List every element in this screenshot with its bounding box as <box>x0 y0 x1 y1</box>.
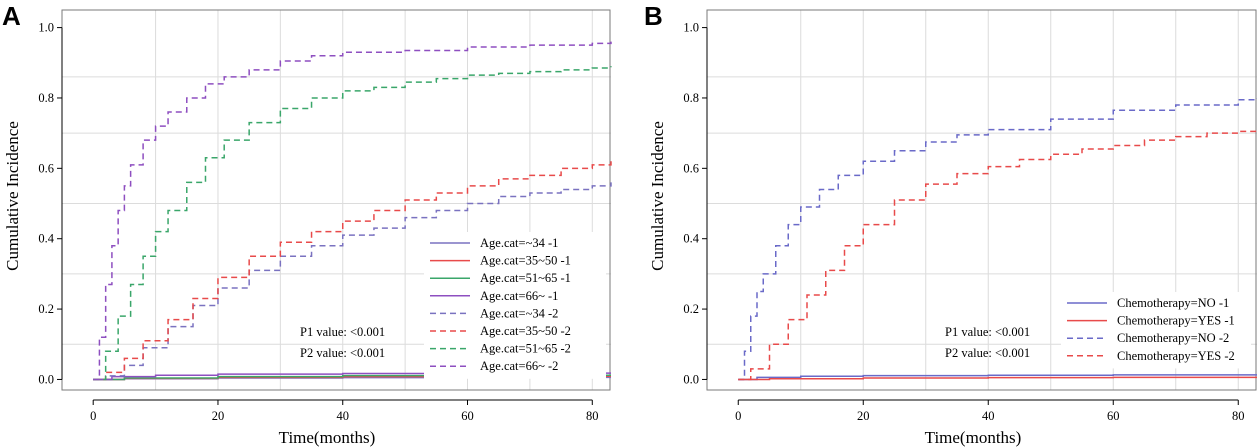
legend-label-5: Age.cat=35~50 -2 <box>480 324 571 338</box>
y-tick-label: 1.0 <box>683 21 699 35</box>
legend-label-0: Chemotherapy=NO -1 <box>1117 296 1229 310</box>
y-tick-label: 0.2 <box>683 302 699 316</box>
x-tick-label: 40 <box>336 409 349 423</box>
panel-b-legend: Chemotherapy=NO -1 Chemotherapy=YES -1 Che… <box>1067 296 1235 363</box>
y-tick-label: 1.0 <box>38 21 54 35</box>
panel-b-p1-value: P1 value: <0.001 <box>945 325 1030 339</box>
y-tick-label: 0.0 <box>683 372 699 386</box>
legend-label-1: Age.cat=35~50 -1 <box>480 254 571 268</box>
x-tick-label: 60 <box>461 409 474 423</box>
y-tick-label: 0.8 <box>38 91 54 105</box>
panel-b-curves <box>738 97 1257 381</box>
y-tick-label: 0.6 <box>38 161 54 175</box>
x-tick-label: 60 <box>1107 409 1120 423</box>
legend-label-7: Age.cat=66~ -2 <box>480 359 558 373</box>
legend-label-3: Age.cat=66~ -1 <box>480 289 558 303</box>
x-tick-label: 40 <box>982 409 995 423</box>
x-tick-label: 0 <box>90 409 96 423</box>
panel-b-ylabel: Cumulative Incidence <box>648 121 667 271</box>
series-line-6 <box>93 66 612 381</box>
panel-a-ylabel: Cumulative Incidence <box>3 121 22 271</box>
series-line-2 <box>738 97 1257 381</box>
x-tick-label: 20 <box>212 409 225 423</box>
legend-label-1: Chemotherapy=YES -1 <box>1117 314 1235 328</box>
legend-label-3: Chemotherapy=YES -2 <box>1117 349 1235 363</box>
panel-a: A 0.0 0.2 0.4 0.6 0.8 1.0 0 20 40 60 80 Age.cat=~3… <box>2 1 612 447</box>
x-tick-label: 80 <box>1232 409 1245 423</box>
y-tick-label: 0.8 <box>683 91 699 105</box>
legend-label-2: Chemotherapy=NO -2 <box>1117 331 1229 345</box>
x-tick-label: 20 <box>857 409 870 423</box>
series-line-3 <box>738 129 1257 381</box>
series-line-4 <box>93 182 612 381</box>
y-tick-label: 0.4 <box>683 232 699 246</box>
panel-b: B 0.0 0.2 0.4 0.6 0.8 1.0 0 20 40 60 80 Chemothera… <box>644 1 1257 447</box>
panel-b-xlabel: Time(months) <box>925 428 1022 447</box>
legend-label-2: Age.cat=51~65 -1 <box>480 271 571 285</box>
panel-b-p2-value: P2 value: <0.001 <box>945 346 1030 360</box>
y-tick-label: 0.4 <box>38 232 54 246</box>
legend-label-4: Age.cat=~34 -2 <box>480 306 558 320</box>
y-tick-label: 0.2 <box>38 302 54 316</box>
x-tick-label: 0 <box>735 409 741 423</box>
panel-b-ticks: 0.0 0.2 0.4 0.6 0.8 1.0 0 20 40 60 80 <box>683 21 1244 423</box>
y-tick-label: 0.6 <box>683 161 699 175</box>
panel-letter-b: B <box>644 1 663 31</box>
legend-label-6: Age.cat=51~65 -2 <box>480 342 571 356</box>
panel-a-legend: Age.cat=~34 -1 Age.cat=35~50 -1 Age.cat=51… <box>430 236 571 373</box>
panel-a-xlabel: Time(months) <box>279 428 376 447</box>
y-tick-label: 0.0 <box>38 372 54 386</box>
panel-a-legend-background <box>424 232 606 379</box>
series-line-1 <box>738 376 1257 381</box>
panel-a-p1-value: P1 value: <0.001 <box>300 325 385 339</box>
panel-letter-a: A <box>2 1 21 31</box>
panel-a-p2-value: P2 value: <0.001 <box>300 346 385 360</box>
series-line-7 <box>93 41 612 381</box>
x-tick-label: 80 <box>586 409 599 423</box>
series-line-0 <box>738 374 1257 381</box>
panel-a-ticks: 0.0 0.2 0.4 0.6 0.8 1.0 0 20 40 60 80 <box>38 21 598 423</box>
legend-label-0: Age.cat=~34 -1 <box>480 236 558 250</box>
